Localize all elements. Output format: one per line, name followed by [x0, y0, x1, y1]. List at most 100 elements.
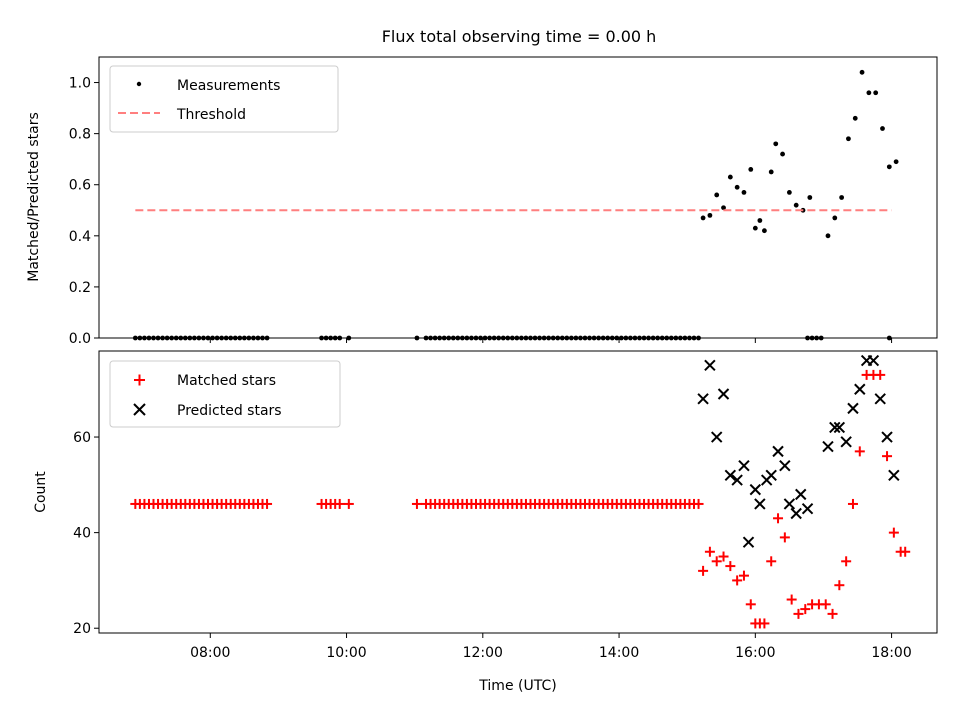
measurements-point: [734, 184, 740, 190]
bottom-x-axis-label: Time (UTC): [478, 678, 556, 694]
y-tick-label: 20: [73, 621, 91, 637]
predicted-stars-point: [742, 536, 755, 548]
x-tick-label: 14:00: [599, 645, 639, 661]
predicted-stars-point: [711, 431, 723, 443]
measurements-point: [880, 126, 885, 131]
measurements-point: [780, 151, 785, 157]
measurements-point: [721, 205, 726, 211]
measurements-point: [707, 212, 713, 218]
measurements-point: [714, 192, 720, 198]
legend-predicted-stars-label: Predicted stars: [177, 403, 282, 419]
bottom-y-axis-label: Count: [33, 471, 49, 513]
x-tick-label: 18:00: [871, 645, 911, 661]
predicted-stars-point: [790, 507, 802, 520]
legend-matched-stars-label: Matched stars: [177, 373, 276, 389]
top-panel: Flux total observing time = 0.00 h 0.00.…: [26, 27, 938, 347]
predicted-stars-point: [795, 488, 807, 501]
predicted-stars-point: [765, 469, 777, 481]
measurements-point: [741, 189, 747, 195]
y-tick-label: 1.0: [69, 76, 91, 92]
measurements-point: [832, 215, 838, 221]
bottom-axes-frame: [98, 350, 938, 634]
predicted-stars-point: [847, 402, 859, 415]
measurements-point: [727, 174, 733, 180]
top-y-ticks: 0.0 0.2 0.4 0.6 0.8 1.0: [69, 76, 99, 347]
matched-stars-point: [793, 608, 804, 619]
measurements-point: [807, 195, 813, 200]
matched-stars-point: [745, 599, 756, 610]
matched-stars-point: [827, 608, 838, 619]
bottom-panel: 20 40 60 08:00 10:00 12:00 14:00 16:00 18:00 Ti…: [33, 350, 938, 694]
predicted-stars-point: [754, 498, 766, 510]
measurements-point: [793, 202, 799, 208]
measurements-point: [748, 167, 754, 172]
matched-stars-point: [262, 498, 273, 509]
predicted-stars-point: [779, 460, 791, 472]
y-tick-label: 0.0: [69, 331, 91, 347]
predicted-stars-point: [731, 474, 743, 486]
matched-stars-point: [779, 532, 790, 543]
bottom-y-ticks: 20 40 60: [73, 430, 99, 637]
y-tick-label: 0.2: [69, 280, 91, 296]
top-legend: Measurements Threshold: [109, 65, 339, 133]
predicted-stars-point: [724, 469, 737, 481]
measurements-point: [873, 90, 879, 96]
predicted-stars-point: [840, 436, 852, 448]
predicted-stars-point: [749, 483, 762, 496]
matched-stars-point: [882, 451, 893, 462]
matched-stars-point: [820, 599, 831, 610]
measurements-point: [762, 228, 767, 234]
top-axes-frame: [98, 56, 938, 339]
matched-stars-point: [759, 618, 770, 629]
x-tick-label: 10:00: [326, 645, 366, 661]
matched-stars-point: [738, 570, 749, 581]
matched-stars-point: [334, 498, 345, 509]
measurements-point: [839, 195, 845, 200]
predicted-stars-point: [783, 498, 796, 510]
matched-stars-point: [841, 556, 852, 567]
matched-stars-point: [732, 575, 743, 586]
predicted-stars-point: [854, 383, 866, 395]
y-tick-label: 60: [73, 430, 91, 446]
x-tick-label: 08:00: [190, 645, 230, 661]
y-tick-label: 0.4: [69, 229, 91, 245]
measurements-point: [825, 233, 831, 239]
y-tick-label: 0.8: [69, 127, 91, 143]
legend-matched-stars-marker: [134, 374, 145, 386]
bottom-legend-box: [109, 360, 341, 428]
matched-stars-point: [718, 551, 729, 562]
top-chart-title: Flux total observing time = 0.00 h: [382, 27, 657, 46]
predicted-stars-point: [801, 503, 814, 515]
predicted-stars-point: [717, 388, 730, 400]
matched-stars-point: [725, 561, 736, 572]
y-tick-label: 0.6: [69, 178, 91, 194]
predicted-stars-point: [888, 469, 900, 481]
predicted-stars-point: [697, 393, 709, 405]
matched-stars-point: [711, 556, 722, 567]
predicted-stars-point: [738, 460, 750, 472]
measurements-point: [866, 90, 872, 96]
matched-stars-point: [800, 604, 811, 615]
measurements-point: [886, 164, 892, 170]
matched-stars-point: [900, 546, 911, 557]
measurements-point: [757, 218, 763, 223]
matched-stars-point: [698, 565, 709, 576]
x-tick-label: 16:00: [735, 645, 775, 661]
legend-measurements-marker: [136, 81, 142, 87]
predicted-stars-point: [874, 393, 886, 405]
bottom-data-marks: [130, 354, 911, 629]
matched-stars-point: [773, 513, 784, 524]
matched-stars-point: [766, 556, 777, 567]
measurements-point: [852, 115, 858, 121]
matched-stars-point: [704, 546, 715, 557]
predicted-stars-point: [829, 421, 841, 434]
top-x-ticks: [209, 338, 893, 343]
matched-stars-point: [888, 527, 899, 538]
predicted-stars-point: [833, 421, 846, 434]
measurements-point: [773, 141, 779, 147]
measurements-point: [859, 69, 865, 75]
predicted-stars-point: [881, 431, 893, 443]
matched-stars-point: [847, 498, 858, 509]
measurements-point: [786, 189, 792, 195]
